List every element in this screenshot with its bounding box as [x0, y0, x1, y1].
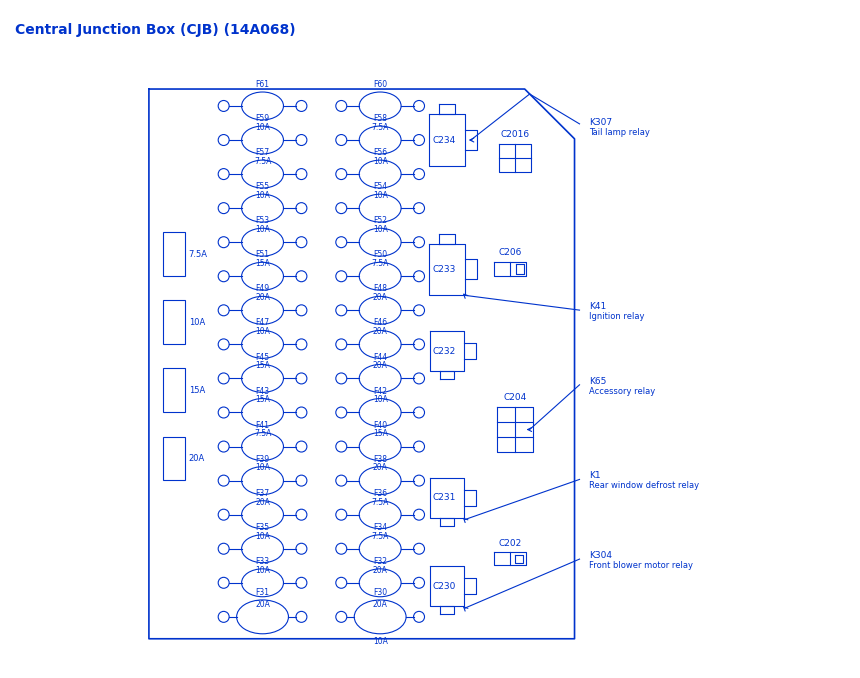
Text: 10A: 10A: [255, 123, 270, 132]
Text: 15A: 15A: [255, 361, 270, 370]
Bar: [163, 300, 185, 344]
Text: C234: C234: [433, 136, 457, 144]
Text: 10A: 10A: [255, 191, 270, 200]
Text: 10A: 10A: [255, 225, 270, 234]
Text: 7.5A: 7.5A: [372, 123, 389, 132]
Text: F47: F47: [255, 319, 269, 327]
Text: F51: F51: [255, 250, 269, 259]
Text: F40: F40: [373, 420, 387, 430]
Text: F45: F45: [255, 353, 269, 361]
Text: F37: F37: [255, 489, 269, 498]
Text: C206: C206: [498, 249, 521, 258]
Text: 10A: 10A: [255, 464, 270, 473]
Text: 10A: 10A: [189, 318, 205, 327]
Text: F59: F59: [255, 114, 269, 123]
Text: C233: C233: [433, 265, 457, 274]
Text: F48: F48: [373, 284, 387, 294]
Text: F36: F36: [373, 489, 387, 498]
Text: K41: K41: [589, 302, 607, 311]
Text: C202: C202: [498, 538, 521, 548]
Text: F42: F42: [373, 386, 387, 395]
Text: F49: F49: [255, 284, 269, 294]
Text: K304: K304: [589, 551, 612, 560]
Text: C2016: C2016: [501, 130, 529, 139]
Text: 7.5A: 7.5A: [189, 250, 208, 258]
Text: 15A: 15A: [372, 429, 388, 439]
Text: 10A: 10A: [255, 327, 270, 336]
Text: 10A: 10A: [372, 157, 388, 166]
Bar: [163, 368, 185, 412]
Text: 20A: 20A: [372, 565, 388, 575]
Text: 20A: 20A: [372, 327, 388, 336]
Text: F35: F35: [255, 523, 269, 532]
Text: 7.5A: 7.5A: [372, 498, 389, 506]
Text: F55: F55: [255, 182, 269, 191]
Text: 7.5A: 7.5A: [254, 157, 271, 166]
Text: F32: F32: [373, 557, 387, 566]
Text: 20A: 20A: [255, 600, 270, 609]
Bar: [163, 233, 185, 276]
Text: F38: F38: [373, 455, 387, 464]
Text: 10A: 10A: [372, 637, 388, 645]
Text: 20A: 20A: [372, 600, 388, 609]
Text: F56: F56: [373, 148, 387, 157]
Text: 10A: 10A: [255, 532, 270, 540]
Text: F50: F50: [373, 250, 387, 259]
Text: 20A: 20A: [372, 293, 388, 302]
Text: F31: F31: [255, 588, 269, 597]
Text: 7.5A: 7.5A: [372, 532, 389, 540]
Text: 20A: 20A: [372, 361, 388, 370]
Text: F34: F34: [373, 523, 387, 532]
Text: Accessory relay: Accessory relay: [589, 387, 655, 396]
Text: C231: C231: [433, 493, 457, 502]
Text: 15A: 15A: [255, 259, 270, 268]
Text: 20A: 20A: [255, 293, 270, 302]
Text: C230: C230: [433, 582, 457, 591]
Text: Tail lamp relay: Tail lamp relay: [589, 128, 650, 137]
Text: 10A: 10A: [255, 565, 270, 575]
Text: F58: F58: [373, 114, 387, 123]
Text: F46: F46: [373, 319, 387, 327]
Text: F52: F52: [373, 216, 387, 225]
Bar: [163, 437, 185, 481]
Text: 10A: 10A: [372, 191, 388, 200]
Text: F61: F61: [255, 80, 269, 89]
Text: 20A: 20A: [372, 464, 388, 473]
Text: F41: F41: [255, 420, 269, 430]
Text: 15A: 15A: [255, 395, 270, 404]
Text: 7.5A: 7.5A: [254, 429, 271, 439]
Text: Front blower motor relay: Front blower motor relay: [589, 561, 693, 570]
Text: K1: K1: [589, 471, 601, 481]
Text: Rear window defrost relay: Rear window defrost relay: [589, 481, 699, 490]
Text: Ignition relay: Ignition relay: [589, 312, 645, 321]
Text: F54: F54: [373, 182, 387, 191]
Text: K307: K307: [589, 118, 612, 127]
Text: 15A: 15A: [189, 386, 205, 395]
Text: F60: F60: [373, 80, 387, 89]
Text: C232: C232: [433, 346, 457, 356]
Text: 10A: 10A: [372, 395, 388, 404]
Text: 10A: 10A: [372, 225, 388, 234]
Text: F57: F57: [255, 148, 269, 157]
Text: 20A: 20A: [189, 454, 205, 463]
Text: F53: F53: [255, 216, 269, 225]
Text: F33: F33: [255, 557, 269, 566]
Text: C204: C204: [503, 393, 526, 402]
Text: F44: F44: [373, 353, 387, 361]
Text: K65: K65: [589, 377, 607, 386]
Text: 20A: 20A: [255, 498, 270, 506]
Text: F30: F30: [373, 588, 387, 597]
Text: Central Junction Box (CJB) (14A068): Central Junction Box (CJB) (14A068): [15, 23, 296, 37]
Text: F39: F39: [255, 455, 269, 464]
Text: F43: F43: [255, 386, 269, 395]
Text: 7.5A: 7.5A: [372, 259, 389, 268]
